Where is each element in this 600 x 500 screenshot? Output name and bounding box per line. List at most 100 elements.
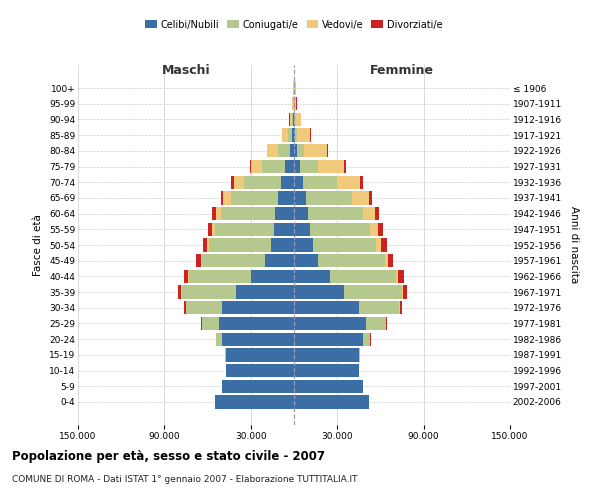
Bar — [290, 144, 294, 158]
Bar — [294, 380, 363, 393]
Bar — [212, 222, 294, 236]
Bar — [202, 317, 294, 330]
Bar — [294, 176, 360, 189]
Bar — [294, 160, 344, 173]
Bar — [202, 317, 294, 330]
Bar — [216, 332, 294, 346]
Bar — [294, 348, 360, 362]
Bar — [294, 144, 328, 158]
Bar — [294, 113, 295, 126]
Bar — [294, 144, 297, 158]
Bar — [262, 160, 294, 173]
Bar — [188, 270, 294, 283]
Bar — [215, 396, 294, 408]
Bar — [294, 317, 366, 330]
Bar — [294, 317, 386, 330]
Bar — [196, 254, 294, 268]
Bar — [294, 113, 301, 126]
Bar — [292, 97, 294, 110]
Bar — [294, 222, 310, 236]
Bar — [216, 332, 294, 346]
Bar — [274, 222, 294, 236]
Bar — [294, 301, 402, 314]
Bar — [286, 160, 294, 173]
Bar — [294, 128, 311, 142]
Bar — [294, 113, 301, 126]
Y-axis label: Fasce di età: Fasce di età — [34, 214, 43, 276]
Bar — [230, 191, 294, 204]
Bar — [292, 128, 294, 142]
Bar — [294, 380, 363, 393]
Bar — [294, 348, 360, 362]
Bar — [294, 176, 337, 189]
Bar — [267, 144, 294, 158]
Bar — [294, 270, 396, 283]
Bar — [294, 97, 296, 110]
Bar — [283, 128, 294, 142]
Bar — [294, 176, 302, 189]
Bar — [294, 396, 369, 408]
Bar — [223, 191, 294, 204]
Bar — [294, 254, 388, 268]
Bar — [275, 207, 294, 220]
Bar — [294, 348, 359, 362]
Bar — [294, 396, 369, 408]
Bar — [281, 176, 294, 189]
Bar — [222, 380, 294, 393]
Text: Popolazione per età, sesso e stato civile - 2007: Popolazione per età, sesso e stato civil… — [12, 450, 325, 463]
Bar — [215, 396, 294, 408]
Bar — [294, 144, 327, 158]
Bar — [282, 128, 294, 142]
Bar — [294, 317, 386, 330]
Bar — [219, 317, 294, 330]
Bar — [221, 191, 294, 204]
Bar — [294, 176, 363, 189]
Bar — [294, 238, 381, 252]
Bar — [226, 364, 294, 377]
Bar — [294, 160, 346, 173]
Bar — [294, 380, 363, 393]
Bar — [226, 364, 294, 377]
Bar — [222, 380, 294, 393]
Bar — [294, 222, 378, 236]
Bar — [226, 364, 294, 377]
Bar — [290, 113, 294, 126]
Bar — [294, 286, 344, 299]
Bar — [294, 207, 379, 220]
Bar — [294, 396, 369, 408]
Bar — [200, 254, 294, 268]
Bar — [294, 286, 402, 299]
Bar — [294, 238, 313, 252]
Bar — [293, 113, 294, 126]
Bar — [212, 207, 294, 220]
Bar — [232, 176, 294, 189]
Bar — [202, 254, 294, 268]
Bar — [236, 286, 294, 299]
Bar — [251, 160, 294, 173]
Bar — [288, 128, 294, 142]
Bar — [184, 301, 294, 314]
Bar — [294, 191, 305, 204]
Bar — [292, 97, 294, 110]
Bar — [181, 286, 294, 299]
Bar — [294, 286, 403, 299]
Bar — [222, 380, 294, 393]
Bar — [189, 270, 294, 283]
Bar — [294, 97, 296, 110]
Bar — [186, 301, 294, 314]
Bar — [215, 222, 294, 236]
Bar — [294, 301, 400, 314]
Bar — [293, 82, 294, 94]
Bar — [294, 332, 371, 346]
Text: Maschi: Maschi — [161, 64, 211, 77]
Bar — [294, 254, 394, 268]
Bar — [186, 301, 294, 314]
Y-axis label: Anni di nascita: Anni di nascita — [569, 206, 578, 284]
Bar — [294, 270, 398, 283]
Bar — [222, 301, 294, 314]
Bar — [294, 222, 383, 236]
Bar — [294, 317, 388, 330]
Bar — [294, 348, 360, 362]
Bar — [294, 238, 376, 252]
Bar — [294, 254, 319, 268]
